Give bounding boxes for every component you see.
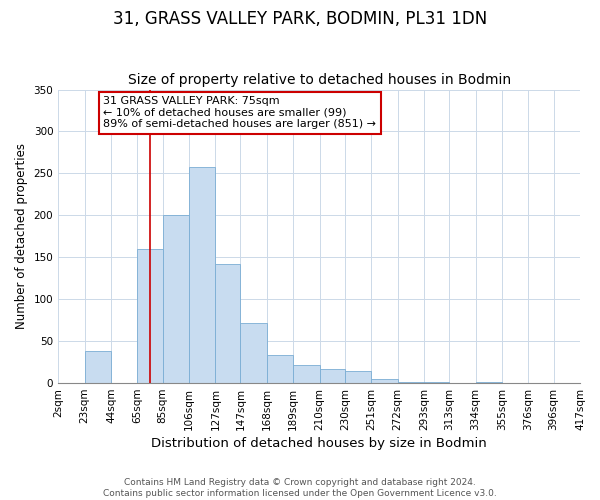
Bar: [398, 382, 424, 383]
Bar: [189, 166, 215, 383]
Bar: [476, 382, 502, 383]
Bar: [371, 379, 398, 383]
Title: Size of property relative to detached houses in Bodmin: Size of property relative to detached ho…: [128, 73, 511, 87]
Bar: [293, 364, 320, 383]
Bar: [267, 354, 293, 383]
Bar: [241, 322, 267, 383]
Text: Contains HM Land Registry data © Crown copyright and database right 2024.
Contai: Contains HM Land Registry data © Crown c…: [103, 478, 497, 498]
Text: 31, GRASS VALLEY PARK, BODMIN, PL31 1DN: 31, GRASS VALLEY PARK, BODMIN, PL31 1DN: [113, 10, 487, 28]
Bar: [345, 372, 371, 383]
Bar: [137, 249, 163, 383]
Bar: [215, 264, 241, 383]
X-axis label: Distribution of detached houses by size in Bodmin: Distribution of detached houses by size …: [151, 437, 487, 450]
Bar: [85, 351, 111, 383]
Bar: [424, 382, 449, 383]
Text: 31 GRASS VALLEY PARK: 75sqm
← 10% of detached houses are smaller (99)
89% of sem: 31 GRASS VALLEY PARK: 75sqm ← 10% of det…: [103, 96, 376, 130]
Bar: [163, 216, 189, 383]
Bar: [320, 369, 345, 383]
Y-axis label: Number of detached properties: Number of detached properties: [15, 144, 28, 330]
